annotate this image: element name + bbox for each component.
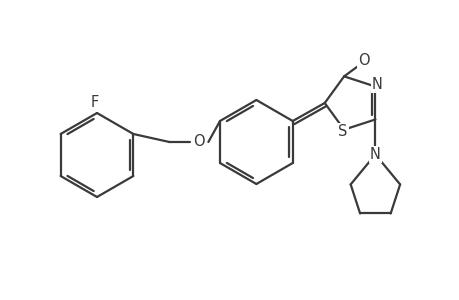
Text: O: O	[193, 134, 205, 149]
Text: F: F	[91, 94, 99, 110]
Text: N: N	[369, 147, 380, 162]
Text: N: N	[371, 77, 382, 92]
Text: O: O	[358, 53, 369, 68]
Text: S: S	[338, 124, 347, 139]
